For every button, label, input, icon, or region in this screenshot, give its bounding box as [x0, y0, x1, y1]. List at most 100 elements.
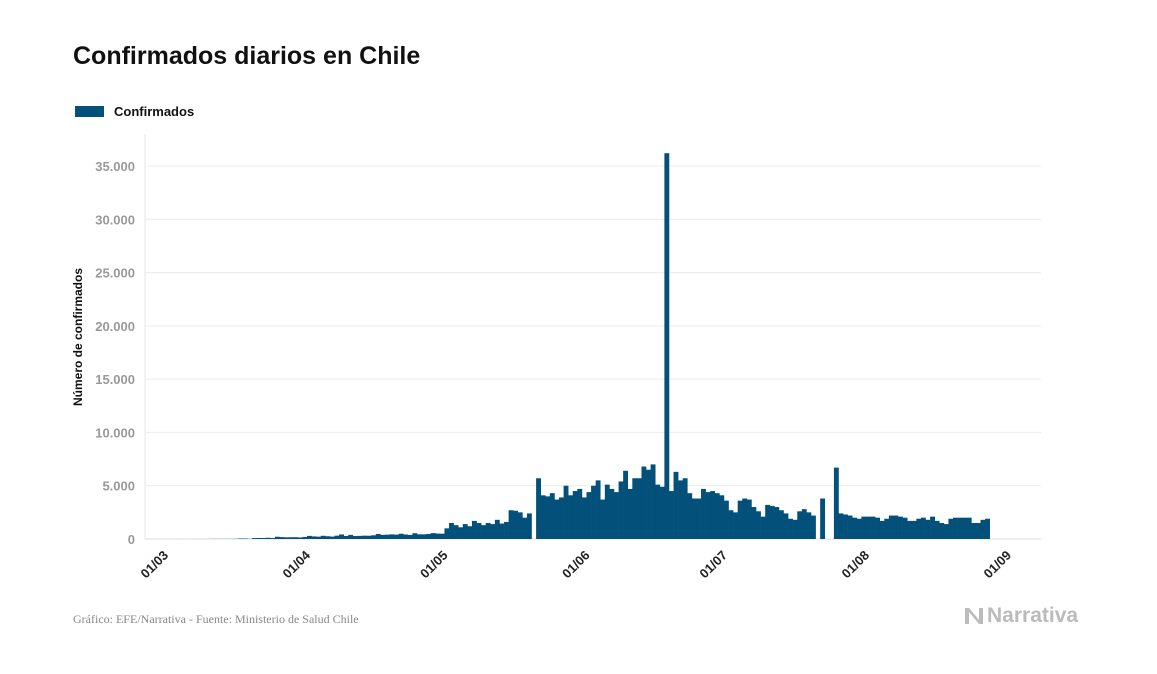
bar [774, 507, 780, 539]
bar [613, 492, 619, 539]
bar [861, 516, 867, 539]
bar [256, 537, 262, 539]
bar [453, 525, 459, 539]
bar [572, 491, 578, 539]
bar [911, 520, 917, 539]
bar [252, 538, 257, 539]
bar [962, 517, 968, 539]
bar [320, 535, 326, 539]
bar [737, 500, 743, 539]
legend-label: Confirmados [114, 104, 195, 119]
bar [339, 534, 344, 539]
bar [728, 510, 734, 539]
bar [934, 520, 940, 539]
bar [733, 512, 738, 539]
bar [536, 478, 541, 539]
bar [467, 526, 473, 539]
bar [971, 523, 977, 539]
bar [508, 510, 514, 539]
bar [719, 495, 725, 539]
bar [494, 519, 500, 539]
bar [481, 525, 487, 539]
bar [691, 498, 697, 539]
bar [591, 485, 596, 539]
bar [517, 512, 523, 539]
bar [343, 535, 349, 539]
x-tick-label: 01/09 [981, 548, 1015, 582]
bar [302, 536, 308, 539]
bar [270, 538, 276, 539]
bar [879, 520, 885, 539]
bar [627, 488, 633, 539]
bar [710, 491, 716, 539]
bar [581, 497, 587, 539]
bar [682, 478, 688, 539]
bar [742, 498, 748, 539]
bar [655, 484, 661, 539]
bar [325, 536, 331, 539]
bar [746, 499, 752, 539]
bar [792, 519, 798, 539]
bar [563, 485, 569, 539]
bar [554, 499, 560, 539]
bar [820, 498, 826, 539]
bar [426, 533, 432, 539]
bar [586, 492, 592, 539]
bar [975, 523, 981, 539]
y-tick-label: 30.000 [95, 212, 135, 227]
bar [444, 528, 450, 539]
bar [646, 469, 651, 539]
bar [600, 499, 606, 539]
bar [636, 478, 642, 539]
bar [549, 493, 555, 539]
y-tick-label: 35.000 [95, 159, 135, 174]
bar [329, 536, 335, 539]
bar [490, 524, 496, 539]
bar [948, 518, 954, 539]
narrativa-logo: Narrativa [964, 604, 1078, 628]
bar [504, 521, 509, 539]
bar [852, 517, 858, 539]
bar [279, 537, 285, 539]
bar [274, 536, 280, 539]
bar [659, 486, 665, 539]
bar [398, 533, 404, 539]
y-tick-label: 10.000 [95, 425, 135, 440]
bar [806, 512, 812, 539]
logo-text: Narrativa [987, 604, 1079, 627]
x-tick-label: 01/07 [696, 548, 730, 582]
bar [870, 516, 876, 539]
bar [756, 511, 761, 539]
bar [723, 500, 729, 539]
bar [778, 510, 784, 539]
bar [966, 517, 972, 539]
bar [371, 535, 377, 539]
bar [714, 493, 720, 539]
bar [545, 496, 551, 539]
bar [623, 470, 629, 539]
bar [316, 536, 322, 539]
bar [403, 534, 409, 539]
bar [701, 488, 706, 539]
bar [362, 535, 367, 539]
bar [380, 534, 386, 539]
bar [847, 515, 853, 539]
bar [957, 517, 963, 539]
bar [898, 516, 903, 539]
bar [865, 516, 871, 539]
bar [801, 509, 807, 539]
bar [687, 493, 693, 539]
bar [288, 537, 294, 539]
bar [797, 511, 803, 539]
bar [953, 517, 958, 539]
bar [389, 534, 395, 539]
bar [751, 507, 757, 539]
bar [352, 536, 358, 539]
bar [297, 537, 303, 539]
bar [888, 515, 894, 539]
bar [522, 517, 528, 539]
bar [311, 536, 317, 539]
bar [760, 516, 766, 539]
bar [307, 535, 312, 539]
bar [875, 517, 881, 539]
